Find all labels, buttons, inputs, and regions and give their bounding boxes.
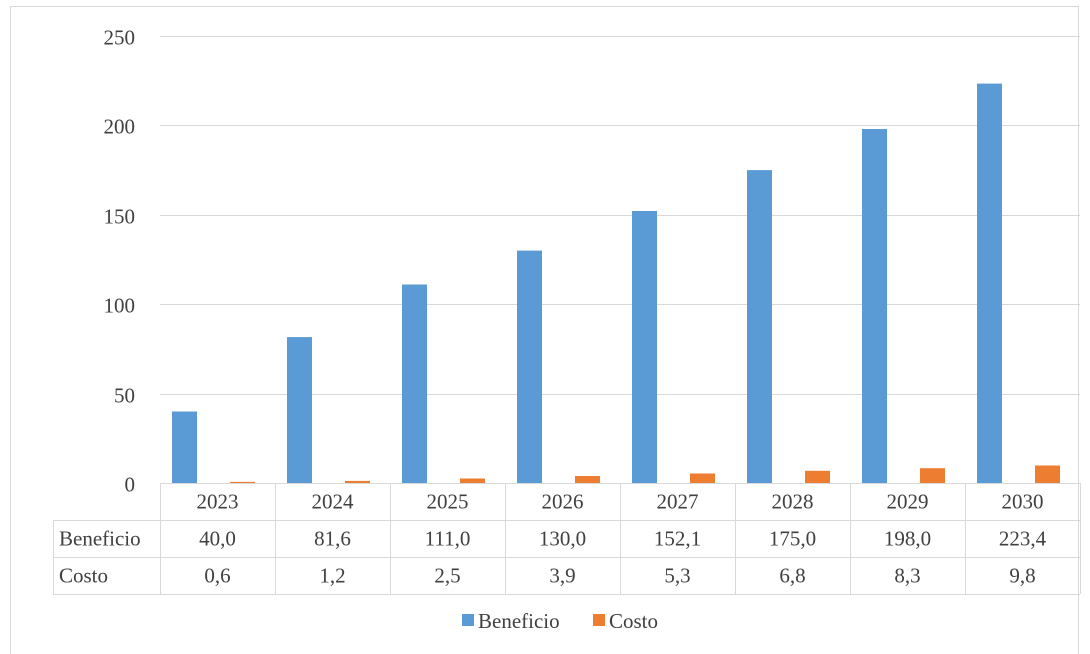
bar-costo-2030 <box>1035 466 1060 484</box>
data-label: 2,5 <box>434 564 460 588</box>
y-tick-label: 200 <box>104 115 136 139</box>
data-label: 9,8 <box>1009 564 1035 588</box>
bar-costo-2029 <box>920 468 945 483</box>
bar-costo-2026 <box>575 476 600 483</box>
x-category-label: 2027 <box>657 490 699 514</box>
bar-costo-2024 <box>345 481 370 483</box>
x-category-label: 2028 <box>772 490 814 514</box>
x-category-label: 2026 <box>542 490 584 514</box>
y-tick-label: 50 <box>114 384 135 408</box>
bar-beneficio-2024 <box>287 337 312 483</box>
y-tick-label: 100 <box>104 294 136 318</box>
legend-swatch-beneficio <box>462 614 474 626</box>
data-label: 3,9 <box>549 564 575 588</box>
bar-beneficio-2028 <box>747 170 772 483</box>
legend-swatch-costo <box>593 614 605 626</box>
x-category-label: 2029 <box>887 490 929 514</box>
bar-beneficio-2023 <box>172 412 197 484</box>
y-tick-label: 0 <box>125 473 136 497</box>
bar-costo-2028 <box>805 471 830 483</box>
bar-costo-2025 <box>460 479 485 484</box>
bar-beneficio-2026 <box>517 251 542 483</box>
table-row-label: Costo <box>59 564 108 588</box>
data-label: 223,4 <box>999 527 1047 551</box>
data-label: 111,0 <box>425 527 471 551</box>
x-category-label: 2025 <box>427 490 469 514</box>
bar-beneficio-2029 <box>862 129 887 483</box>
bar-beneficio-2027 <box>632 211 657 483</box>
data-label: 40,0 <box>199 527 236 551</box>
x-category-label: 2023 <box>197 490 239 514</box>
x-category-label: 2030 <box>1002 490 1044 514</box>
legend-label: Costo <box>609 609 658 633</box>
y-tick-label: 150 <box>104 205 136 229</box>
bar-beneficio-2030 <box>977 84 1002 483</box>
data-label: 8,3 <box>894 564 920 588</box>
bar-costo-2023 <box>230 482 255 483</box>
data-label: 0,6 <box>204 564 230 588</box>
data-label: 130,0 <box>539 527 586 551</box>
data-label: 1,2 <box>319 564 345 588</box>
table-row-label: Beneficio <box>59 527 141 551</box>
chart-border <box>11 7 1079 654</box>
bar-costo-2027 <box>690 474 715 484</box>
legend-label: Beneficio <box>478 609 560 633</box>
data-label: 6,8 <box>779 564 805 588</box>
x-category-label: 2024 <box>312 490 355 514</box>
data-label: 198,0 <box>884 527 931 551</box>
data-label: 152,1 <box>654 527 701 551</box>
data-label: 175,0 <box>769 527 816 551</box>
data-label: 81,6 <box>314 527 351 551</box>
data-label: 5,3 <box>664 564 690 588</box>
y-tick-label: 250 <box>104 26 136 50</box>
bar-beneficio-2025 <box>402 285 427 484</box>
